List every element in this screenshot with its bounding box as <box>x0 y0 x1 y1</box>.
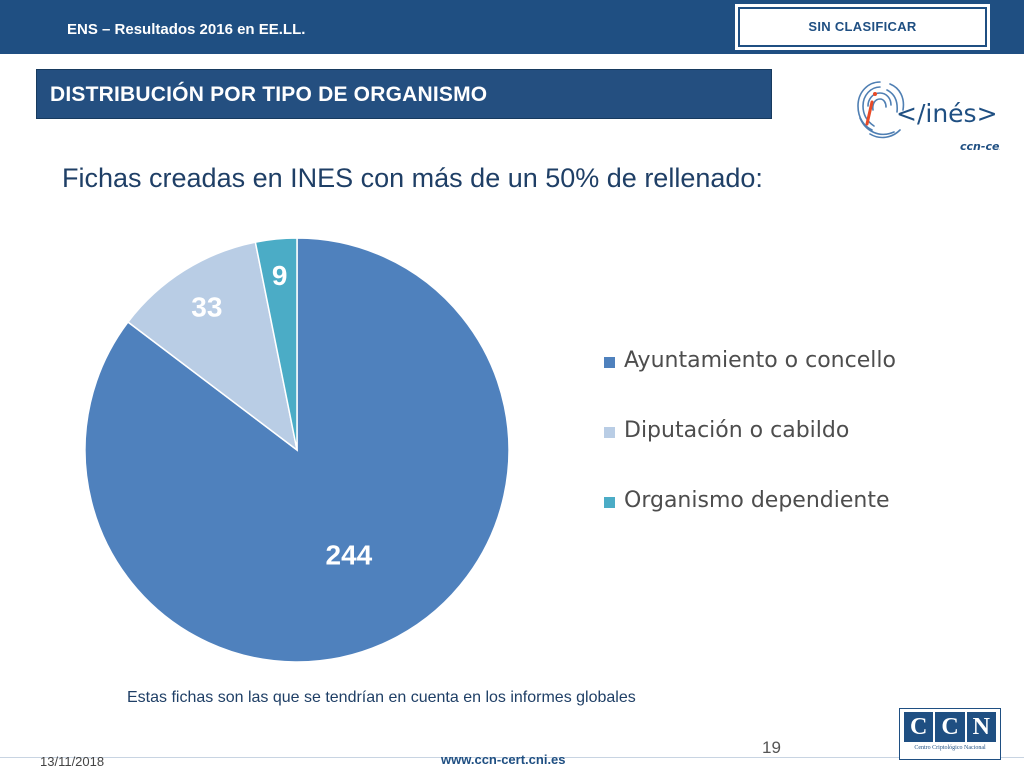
ccn-logo-letter: C <box>904 712 934 742</box>
pie-slice <box>254 237 298 451</box>
legend-label: Diputación o cabildo <box>624 418 850 443</box>
legend-swatch <box>604 497 615 508</box>
section-header: DISTRIBUCIÓN POR TIPO DE ORGANISMO <box>36 69 772 119</box>
chart-legend: Ayuntamiento o concello Diputación o cabi… <box>604 345 896 555</box>
legend-item: Diputación o cabildo <box>604 415 896 485</box>
legend-label: Ayuntamiento o concello <box>624 348 896 373</box>
pie-slice <box>126 241 299 452</box>
footer-date: 13/11/2018 <box>40 754 105 768</box>
pie-chart: 244 33 9 <box>84 237 510 663</box>
ccn-logo: C C N Centro Criptológico Nacional <box>899 708 1001 760</box>
pie-data-label: 244 <box>326 539 373 570</box>
ccn-cert-mark: ccn-cert <box>960 140 1000 152</box>
legend-swatch <box>604 357 615 368</box>
pie-slices <box>84 237 510 663</box>
legend-label: Organismo dependiente <box>624 488 890 513</box>
legend-item: Ayuntamiento o concello <box>604 345 896 415</box>
classification-badge: SIN CLASIFICAR <box>735 4 990 50</box>
top-bar: ENS – Resultados 2016 en EE.LL. SIN CLAS… <box>0 0 1024 54</box>
i-letter-icon <box>865 92 877 126</box>
footer-divider <box>0 757 1024 758</box>
footer-url[interactable]: www.ccn-cert.cni.es <box>441 752 566 767</box>
chart-subtitle: Fichas creadas en INES con más de un 50%… <box>62 163 763 193</box>
fingerprint-icon <box>857 81 905 139</box>
ines-wordmark: </inés> <box>896 99 998 128</box>
pie-data-label: 33 <box>191 291 222 322</box>
section-title: DISTRIBUCIÓN POR TIPO DE ORGANISMO <box>50 83 488 106</box>
footnote: Estas fichas son las que se tendrían en … <box>127 689 636 706</box>
ccn-logo-letter: N <box>966 712 996 742</box>
ccn-logo-letter: C <box>935 712 965 742</box>
page-number: 19 <box>762 738 781 757</box>
presentation-title: ENS – Resultados 2016 en EE.LL. <box>67 21 306 38</box>
pie-data-label: 9 <box>272 260 288 291</box>
pie-data-labels: 244 33 9 <box>191 260 372 571</box>
ccn-logo-caption: Centro Criptológico Nacional <box>914 745 986 751</box>
legend-item: Organismo dependiente <box>604 485 896 555</box>
ines-logo: </inés> ccn-cert <box>857 81 1000 152</box>
legend-swatch <box>604 427 615 438</box>
classification-label: SIN CLASIFICAR <box>808 19 917 34</box>
